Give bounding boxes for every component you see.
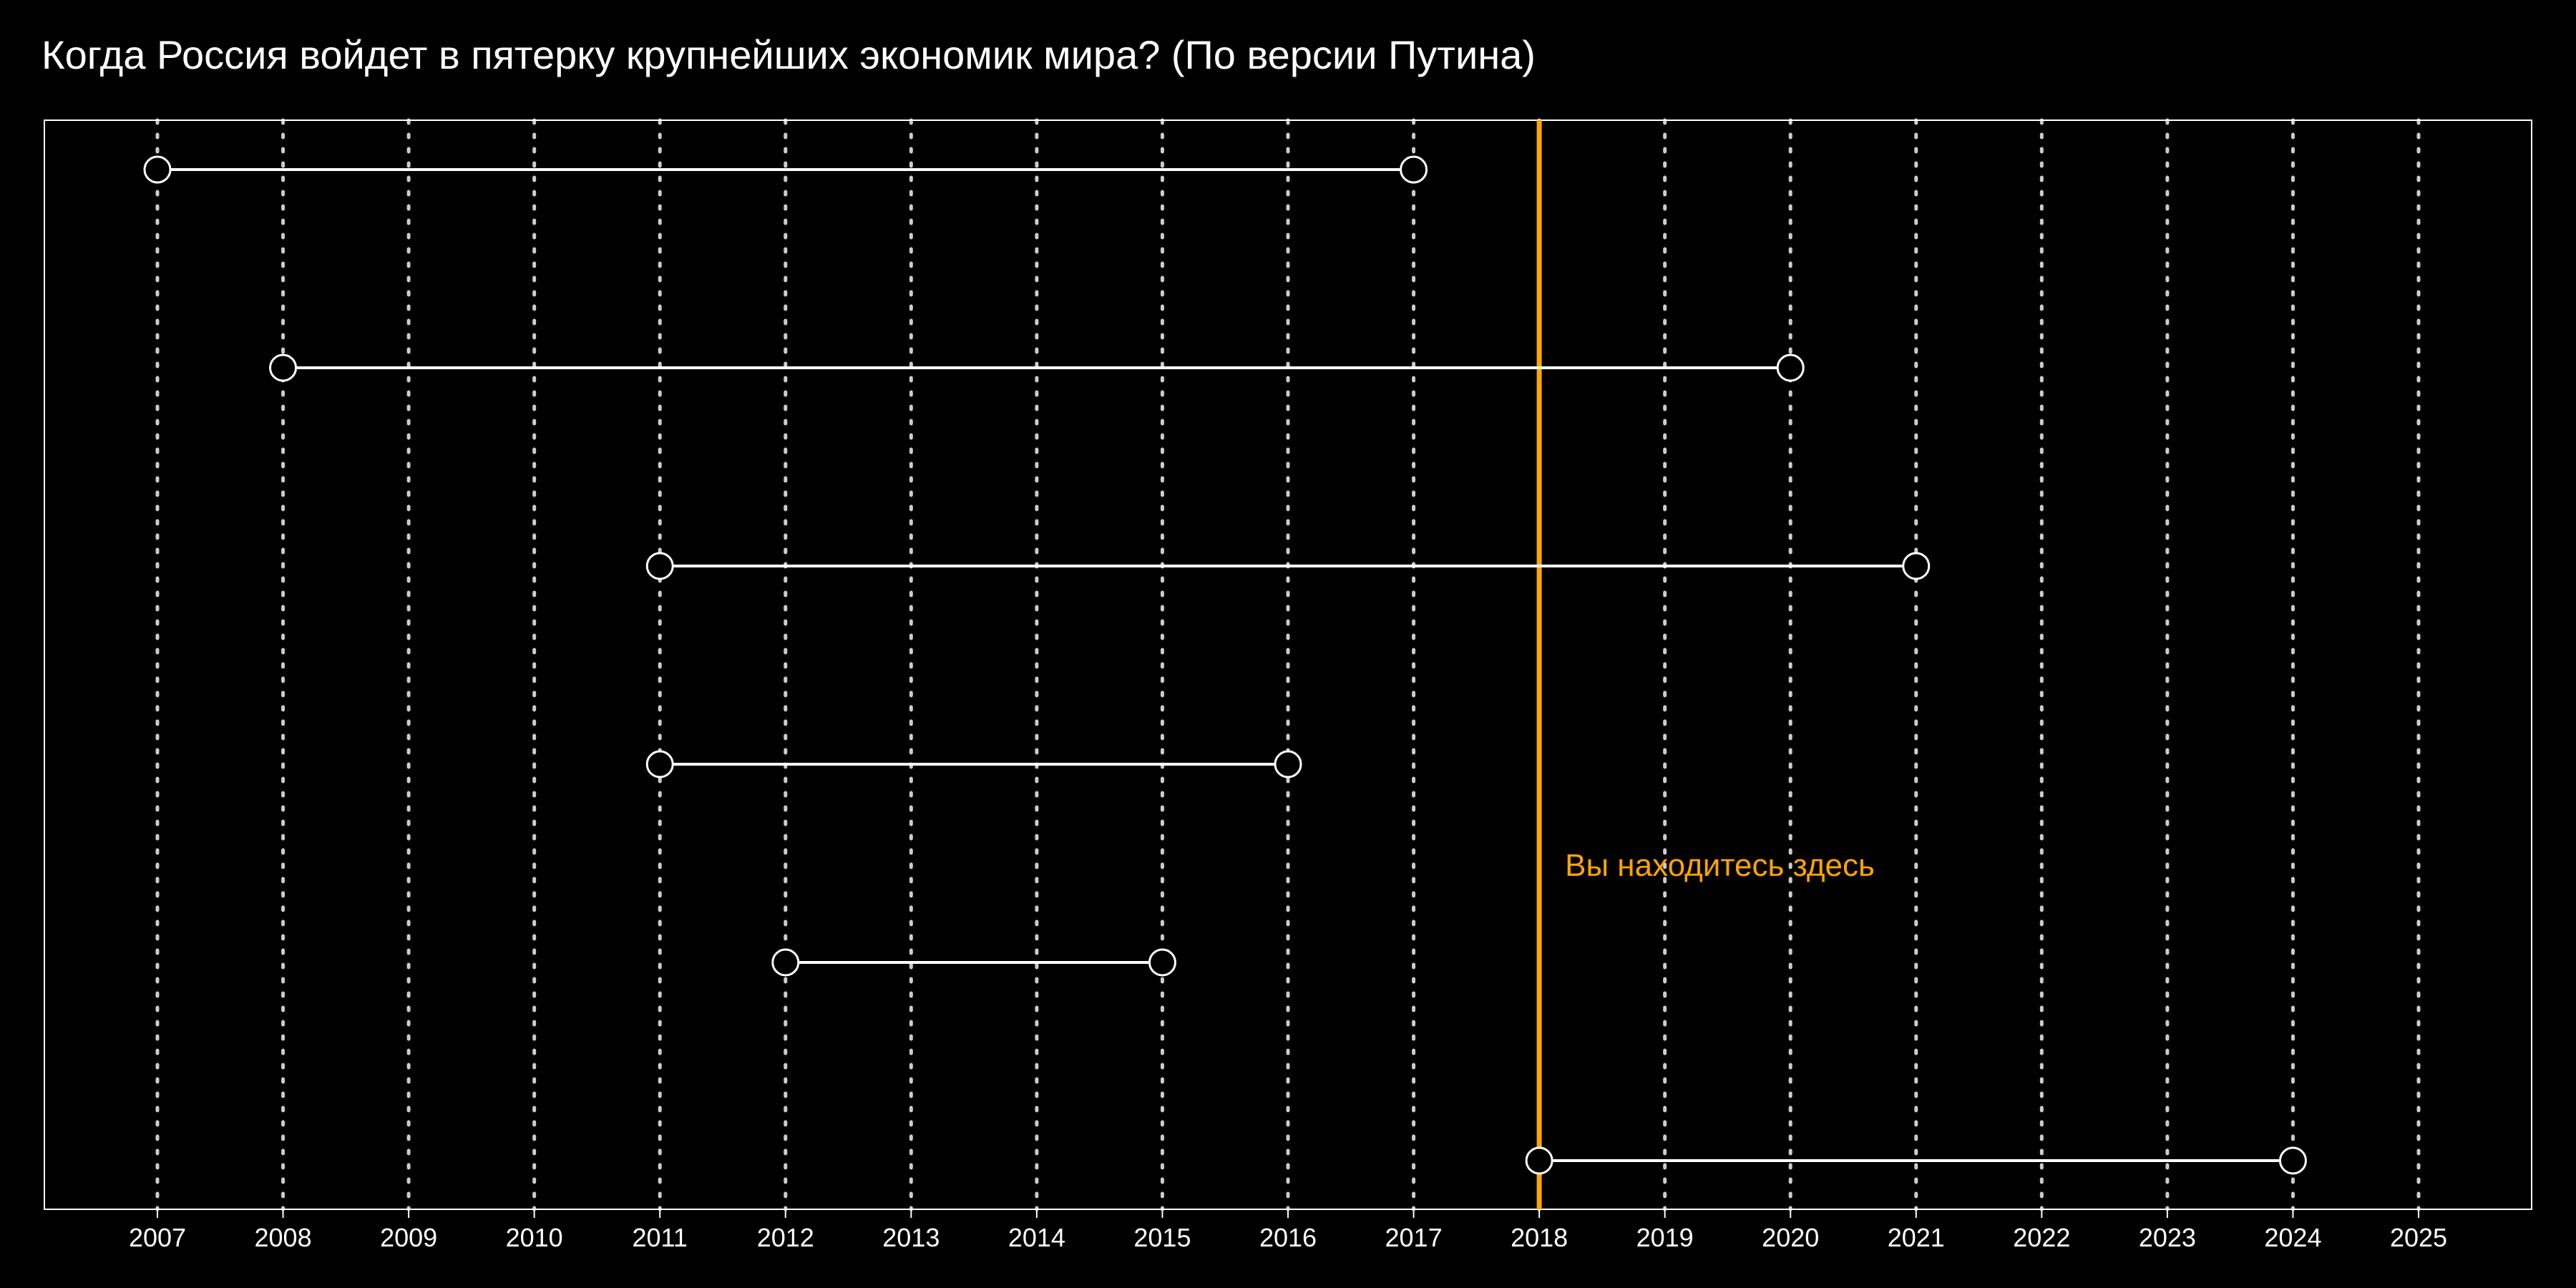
chart-title: Когда Россия войдет в пятерку крупнейших…	[42, 32, 1536, 77]
tick-label-2009: 2009	[380, 1223, 437, 1252]
segment-end-point	[1400, 155, 1428, 184]
tick-label-2011: 2011	[633, 1223, 688, 1252]
segment-start-point	[645, 750, 674, 779]
segment-start-point	[771, 948, 800, 977]
segment-1	[143, 155, 1428, 184]
segment-end-point	[1274, 750, 1302, 779]
segments-group	[143, 155, 2307, 1175]
tick-label-2012: 2012	[757, 1223, 814, 1252]
tick-label-2020: 2020	[1762, 1223, 1819, 1252]
segment-start-point	[143, 155, 172, 184]
tick-label-2015: 2015	[1133, 1223, 1191, 1252]
segment-end-point	[1776, 353, 1805, 382]
tick-label-2013: 2013	[882, 1223, 940, 1252]
tick-label-2023: 2023	[2139, 1223, 2196, 1252]
tick-label-2007: 2007	[129, 1223, 186, 1252]
tick-label-2019: 2019	[1636, 1223, 1694, 1252]
segment-4	[645, 750, 1302, 779]
tick-label-2014: 2014	[1008, 1223, 1065, 1252]
tick-label-2024: 2024	[2264, 1223, 2321, 1252]
tick-label-2022: 2022	[2013, 1223, 2070, 1252]
tick-label-2018: 2018	[1511, 1223, 1568, 1252]
segment-6	[1525, 1146, 2307, 1175]
tick-label-2025: 2025	[2390, 1223, 2447, 1252]
segment-end-point	[1902, 552, 1931, 580]
tick-label-2017: 2017	[1385, 1223, 1443, 1252]
segment-5	[771, 948, 1176, 977]
grid-lines	[155, 118, 2421, 1211]
segment-end-point	[1148, 948, 1176, 977]
tick-label-2016: 2016	[1259, 1223, 1317, 1252]
tick-label-2021: 2021	[1888, 1223, 1945, 1252]
x-axis: 2007 2008 2009 2010 2011 2012 2013 2014 2015 2016…	[129, 1209, 2447, 1252]
tick-label-2010: 2010	[506, 1223, 563, 1252]
segment-start-point	[1525, 1146, 1553, 1175]
segment-2	[269, 353, 1805, 382]
segment-end-point	[2278, 1146, 2307, 1175]
segment-3	[645, 552, 1931, 580]
segment-start-point	[645, 552, 674, 580]
tick-label-2008: 2008	[255, 1223, 312, 1252]
reference-line-group: Вы находитесь здесь	[1536, 120, 1875, 1209]
reference-annotation: Вы находитесь здесь	[1565, 848, 1875, 883]
segment-start-point	[269, 353, 298, 382]
